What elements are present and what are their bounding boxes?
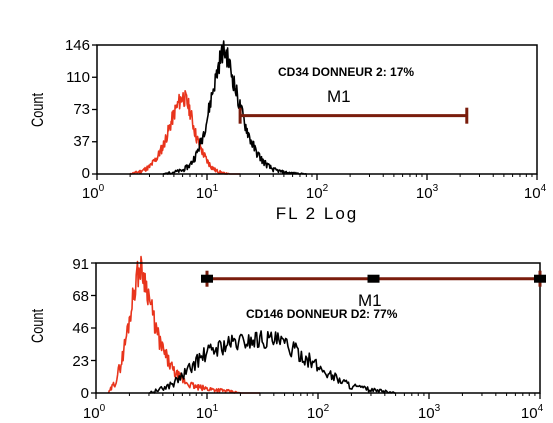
p1-ytick-0: 91: [72, 256, 89, 273]
p1-xtick-2: 102: [307, 403, 330, 422]
p1-gate-end-handle: [534, 274, 546, 283]
p1-series-group: [107, 255, 396, 394]
p0-xtick-3: 103: [416, 183, 439, 202]
p0-xaxis-label: FL 2 Log: [276, 204, 358, 223]
p1-yaxis-label: Count: [28, 308, 47, 343]
p0-annotation: CD34 DONNEUR 2: 17%: [278, 65, 414, 79]
p0-xtick-2: 102: [306, 183, 329, 202]
p1-xtick-0: 100: [83, 403, 106, 422]
p0-series-1-line: [162, 40, 307, 175]
p1-marker-label: M1: [358, 291, 382, 310]
p1-xtick-3: 103: [418, 403, 441, 422]
p0-yaxis-label: Count: [28, 92, 47, 127]
p1-xtick-1: 101: [196, 403, 219, 422]
p1-annotation: CD146 DONNEUR D2: 77%: [246, 307, 398, 321]
p1-marker-gate: [201, 270, 546, 287]
p0-ytick-0: 146: [65, 37, 90, 54]
p1-xtick-4: 104: [521, 403, 544, 422]
p1-gate-mid-handle: [367, 274, 380, 283]
p1-series-1-line: [149, 330, 396, 394]
p0-ytick-2: 73: [73, 101, 90, 118]
p1-ytick-4: 0: [81, 385, 89, 402]
p0-ytick-3: 37: [73, 133, 90, 150]
p1-ytick-2: 46: [72, 320, 89, 337]
p0-series-0-line: [129, 90, 241, 175]
p0-series-group: [129, 40, 307, 175]
p1-ticks-group: [91, 262, 541, 399]
p1-ytick-1: 68: [72, 288, 89, 305]
p1-ytick-3: 23: [72, 353, 89, 370]
p0-marker-label: M1: [327, 87, 351, 106]
p0-ytick-4: 0: [82, 165, 90, 182]
p0-ytick-1: 110: [66, 69, 90, 86]
p1-plot-frame: [95, 262, 541, 394]
p0-marker-gate: [238, 107, 469, 124]
panel-cd34: 146 110 73 37 0 100 101 102 103 104 FL 2…: [28, 37, 546, 223]
p0-ticks-group: [92, 44, 538, 180]
p0-xtick-4: 104: [524, 183, 547, 202]
p0-xtick-0: 100: [82, 183, 105, 202]
p0-xtick-1: 101: [196, 183, 219, 202]
p1-gate-start-handle: [201, 274, 213, 283]
panel-cd146: 91 68 46 23 0 100 101 102 103 104 Count …: [28, 255, 546, 422]
